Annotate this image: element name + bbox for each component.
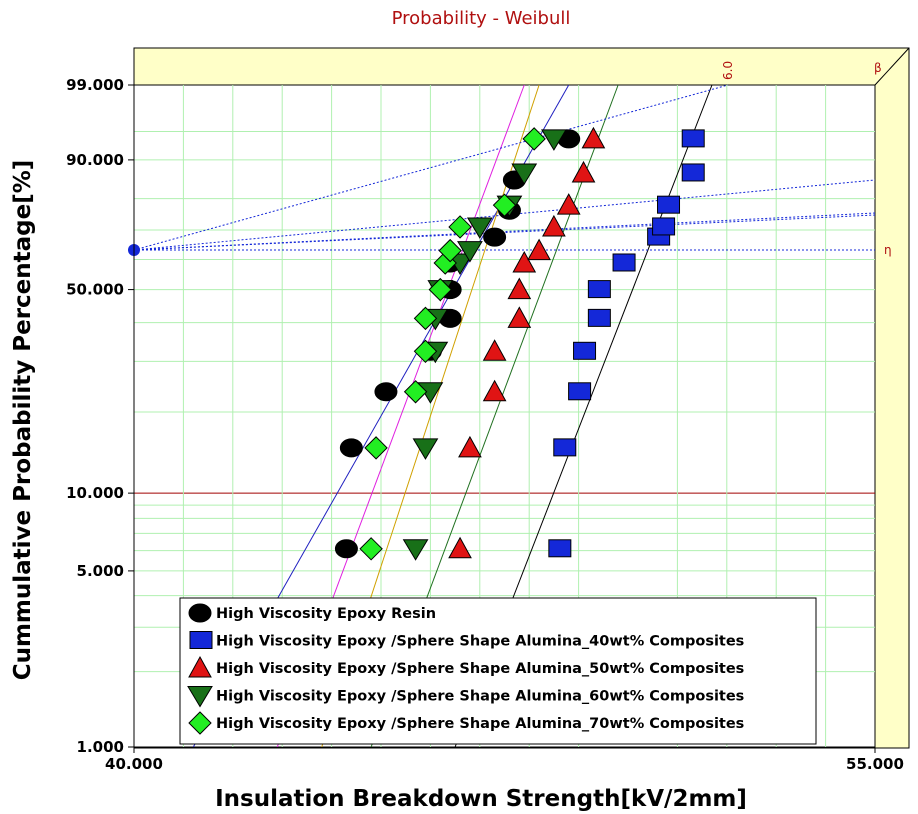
beta-label: β [874,61,882,75]
data-point [413,306,438,331]
eta-label: η [884,243,892,257]
legend-swatch [188,655,212,678]
legend-entry: High Viscosity Epoxy /Sphere Shape Alumi… [216,661,744,677]
legend-swatch [188,711,212,735]
panel-border [874,47,910,86]
data-point [548,539,572,558]
data-point [402,539,429,561]
legend-entry: High Viscosity Epoxy Resin [216,606,436,622]
data-point [364,436,388,460]
side-panel [875,48,909,748]
data-point [458,435,482,458]
data-point [448,215,472,239]
data-point [507,277,532,300]
data-point [374,382,398,402]
legend-entry: High Viscosity Epoxy /Sphere Shape Alumi… [216,634,744,650]
data-point [339,438,363,458]
data-point [553,438,577,457]
beta-reference-label: 6.0 [721,61,735,80]
data-point [511,163,538,185]
y-axis-label: Cummulative Probability Percentage[%] [10,160,36,681]
data-point [571,160,596,183]
data-point [457,241,483,263]
data-point [428,277,452,302]
data-point [522,127,546,151]
data-point [556,193,581,215]
legend-entry: High Viscosity Epoxy /Sphere Shape Alumi… [216,689,744,705]
data-point [527,238,551,261]
data-point [587,280,611,299]
data-point [483,227,507,247]
data-point [568,382,592,401]
top-panel [134,48,909,85]
data-point [438,238,462,263]
x-axis-label: Insulation Breakdown Strength[kV/2mm] [215,786,747,812]
data-point [466,217,493,239]
data-point [492,193,517,217]
y-tick-label: 1.000 [77,738,124,756]
data-point [482,379,507,402]
data-point [681,129,705,148]
outer-frame [133,47,910,749]
legend-swatch [188,603,212,623]
data-point [612,253,636,272]
legend-swatch [189,631,213,649]
y-tick-label: 90.000 [66,151,124,169]
legend-box [179,597,817,745]
legend: High Viscosity Epoxy Resin High Viscosity… [179,597,817,745]
data-point [507,306,532,328]
data-point [581,126,606,149]
y-tick-label: 99.000 [66,76,124,94]
data-point [359,537,383,561]
data-point [652,217,676,236]
data-point [482,339,507,361]
chart-title: Probability - Weibull [392,8,571,29]
data-point [542,214,566,237]
y-tick-label: 50.000 [66,281,124,299]
data-point [573,341,597,360]
eta-reference-line [133,84,729,251]
data-point [681,163,705,182]
data-point [413,339,438,364]
x-tick-label: 55.000 [846,755,904,773]
data-point [657,195,681,214]
data-point [334,539,358,559]
data-point [512,250,537,273]
x-tick-label: 40.000 [105,755,163,773]
data-point [448,536,472,559]
data-point [412,438,439,460]
data-point [403,380,428,404]
data-point [541,129,567,151]
y-tick-label: 10.000 [66,484,124,502]
y-tick-label: 5.000 [77,562,124,580]
legend-swatch [187,686,213,708]
legend-entry: High Viscosity Epoxy /Sphere Shape Alumi… [216,716,744,732]
data-point [587,308,611,327]
